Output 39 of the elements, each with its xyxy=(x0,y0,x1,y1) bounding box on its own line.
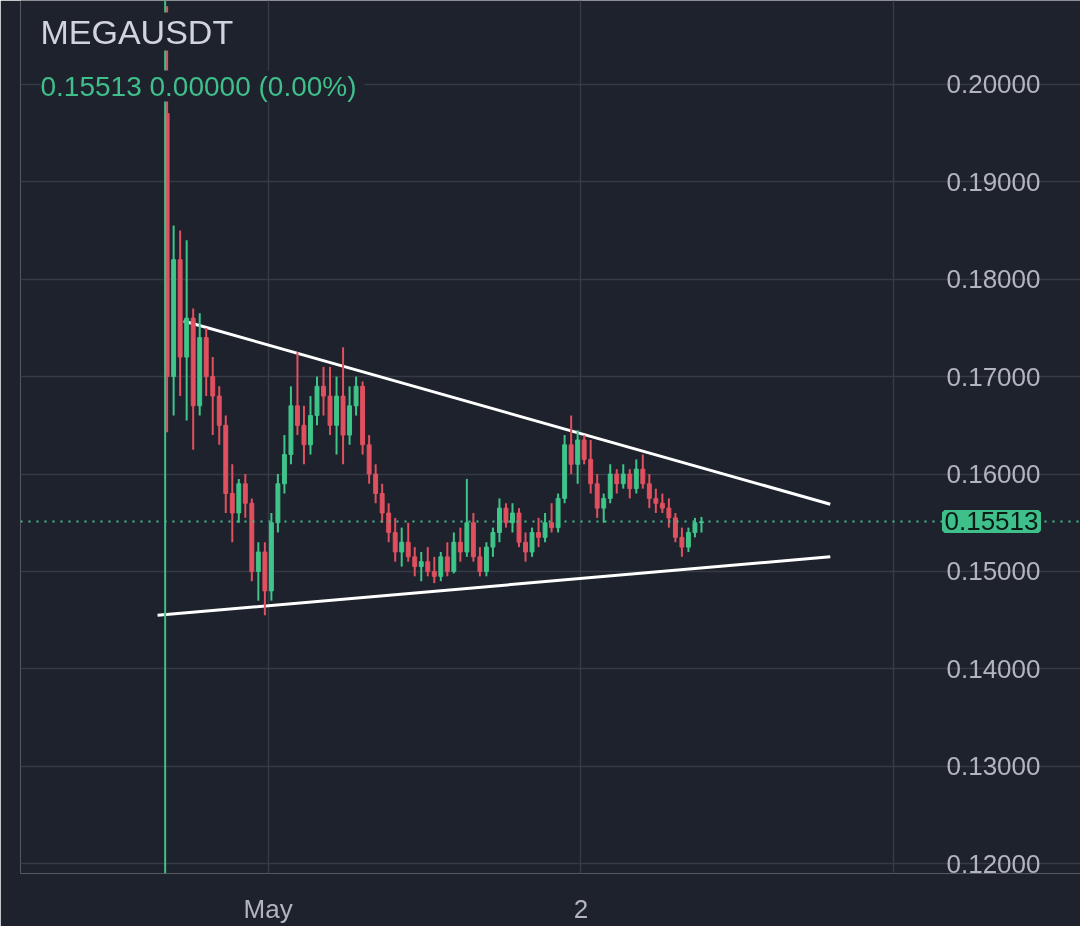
y-tick-label: 0.20000 xyxy=(946,69,1041,100)
y-tick-label: 0.12000 xyxy=(946,848,1041,879)
ref-line-label: 0.15513 xyxy=(944,506,1039,537)
candlestick xyxy=(536,516,542,549)
candlestick xyxy=(418,550,424,583)
candlestick xyxy=(229,463,235,544)
y-tick-label: 0.16000 xyxy=(946,459,1041,490)
y-tick-label: 0.17000 xyxy=(946,361,1041,392)
candlestick xyxy=(529,526,535,558)
chart-title: MEGAUSDT xyxy=(40,12,234,51)
candlestick xyxy=(431,555,437,585)
candlestick xyxy=(386,502,392,544)
candlestick xyxy=(255,541,261,602)
candlestick xyxy=(549,502,555,534)
candlestick xyxy=(640,453,646,490)
candlestick xyxy=(477,546,483,578)
text: 0.15513 0.00000 (0.00%) xyxy=(40,70,357,102)
candlestick xyxy=(379,482,385,524)
y-tick-label: 0.18000 xyxy=(946,264,1041,295)
candlestick xyxy=(627,468,633,500)
candlestick xyxy=(392,516,398,563)
x-tick-label: May xyxy=(243,893,293,924)
candlestick xyxy=(444,541,450,578)
candlestick xyxy=(438,550,444,583)
y-tick-label: 0.15000 xyxy=(946,556,1041,587)
candlestick xyxy=(503,502,509,529)
candlestick xyxy=(620,463,626,490)
candlestick xyxy=(568,414,574,476)
x-tick-label: 2 xyxy=(573,893,589,924)
y-tick-label: 0.14000 xyxy=(946,653,1041,684)
candlestick xyxy=(633,458,639,495)
candlestick xyxy=(457,526,463,563)
y-tick-label: 0.13000 xyxy=(946,751,1041,782)
candlestick xyxy=(523,531,528,563)
candlestick xyxy=(373,463,379,505)
candlestick xyxy=(399,526,405,568)
y-tick-label: 0.19000 xyxy=(946,166,1041,197)
candlestick xyxy=(614,468,620,495)
candlestick xyxy=(425,546,431,578)
